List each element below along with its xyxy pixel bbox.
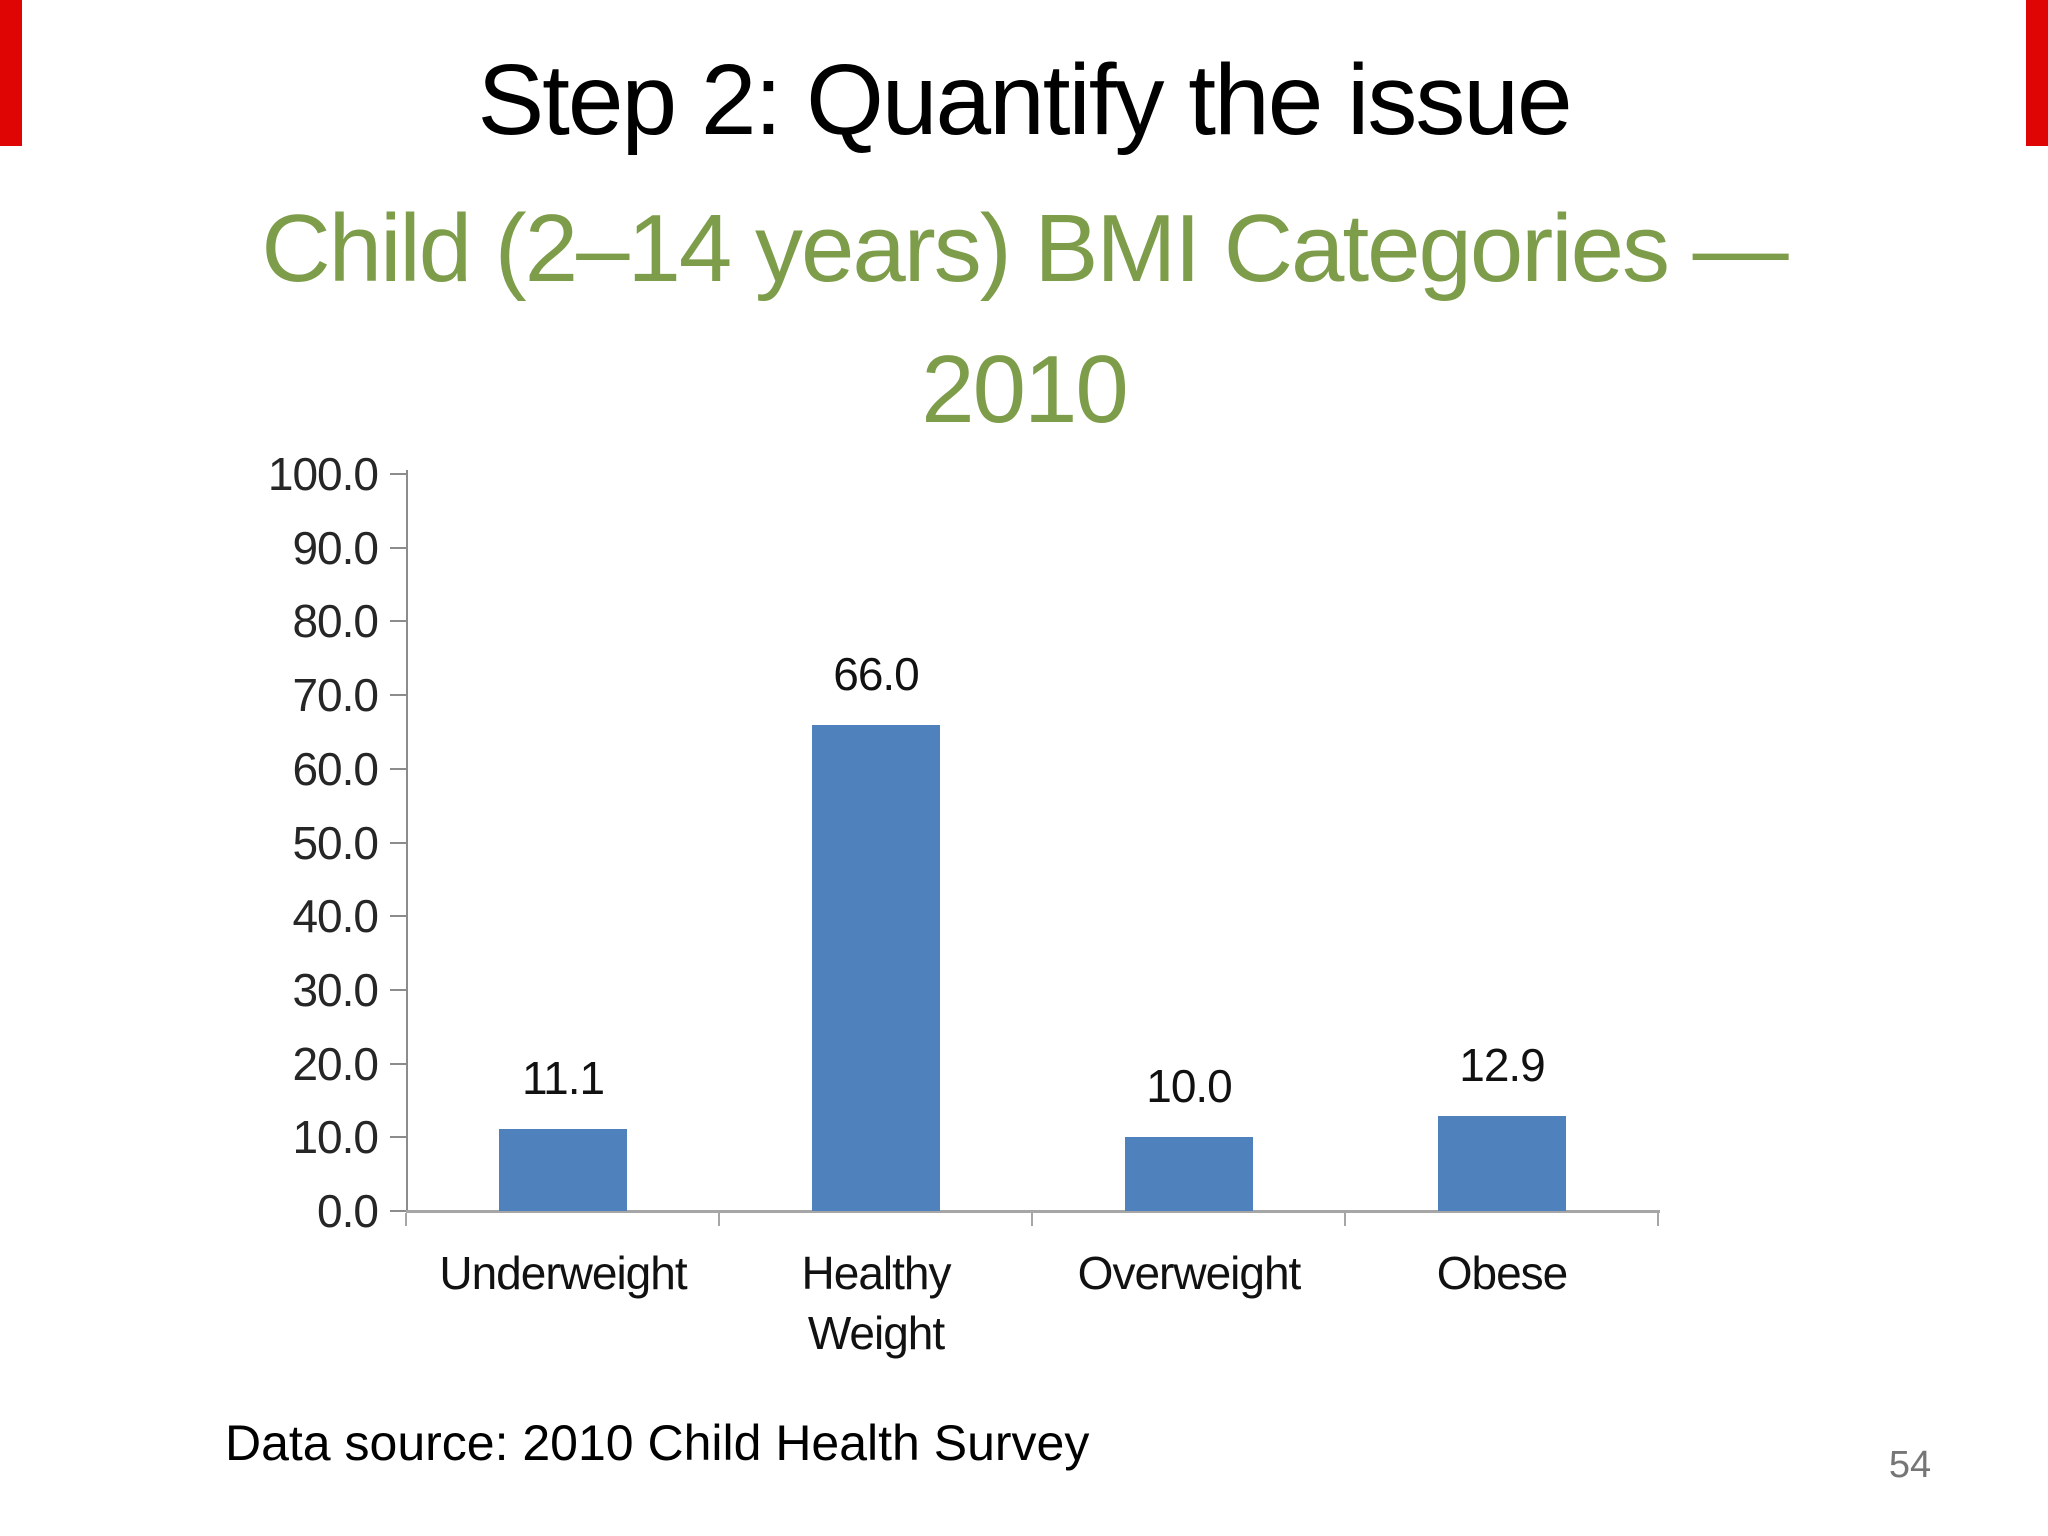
y-tick-label: 10.0 — [292, 1111, 379, 1164]
slide-title: Step 2: Quantify the issue — [477, 44, 1572, 156]
y-tick-label: 100.0 — [267, 448, 379, 500]
y-tick-label: 40.0 — [292, 890, 379, 943]
x-tick-mark — [718, 1213, 720, 1226]
y-tick-mark — [390, 1062, 406, 1065]
y-tick-mark — [390, 1136, 406, 1139]
y-tick-mark — [390, 694, 406, 697]
subtitle-line-1: Child (2–14 years) BMI Categories — — [261, 195, 1788, 302]
bar-value-label: 12.9 — [1459, 1039, 1546, 1091]
x-tick-mark — [1031, 1213, 1033, 1226]
x-tick-mark — [1344, 1213, 1346, 1226]
y-tick-label: 90.0 — [292, 521, 379, 574]
y-axis — [406, 470, 408, 1213]
y-tick-mark — [390, 767, 406, 770]
red-ribbon-left — [0, 0, 22, 146]
y-tick-mark — [390, 473, 406, 475]
footer-text: Data source: 2010 Child Health Survey — [225, 1415, 1090, 1471]
bar — [499, 1129, 627, 1211]
y-tick-mark — [390, 915, 406, 918]
y-tick-label: 80.0 — [292, 595, 379, 648]
x-category-label: Underweight — [439, 1247, 687, 1299]
y-tick-label: 0.0 — [317, 1185, 379, 1237]
x-axis — [406, 1210, 1660, 1213]
y-tick-label: 30.0 — [292, 963, 379, 1016]
y-tick-label: 20.0 — [292, 1037, 379, 1090]
bar — [1438, 1116, 1566, 1211]
y-tick-mark — [390, 546, 406, 549]
y-tick-label: 70.0 — [292, 669, 379, 722]
x-category-label: Healthy Weight — [801, 1247, 952, 1359]
y-tick-mark — [390, 988, 406, 991]
y-tick-label: 60.0 — [292, 742, 379, 795]
bar — [812, 725, 940, 1211]
bar-value-label: 10.0 — [1146, 1060, 1233, 1112]
y-tick-label: 50.0 — [292, 816, 379, 869]
x-tick-mark — [405, 1213, 407, 1226]
red-ribbon-right — [2026, 0, 2048, 146]
x-category-label: Overweight — [1077, 1247, 1302, 1299]
bar-value-label: 66.0 — [833, 648, 920, 700]
slide-subtitle: Child (2–14 years) BMI Categories — 2010 — [0, 178, 2048, 460]
page-number: 54 — [1888, 1444, 1932, 1486]
bar — [1125, 1137, 1253, 1211]
bar-value-label: 11.1 — [521, 1052, 605, 1104]
subtitle-line-2: 2010 — [921, 336, 1129, 444]
x-tick-mark — [1657, 1213, 1659, 1226]
y-tick-mark — [390, 841, 406, 844]
x-category-label: Obese — [1436, 1247, 1569, 1299]
y-tick-mark — [390, 1210, 406, 1212]
y-tick-mark — [390, 620, 406, 623]
